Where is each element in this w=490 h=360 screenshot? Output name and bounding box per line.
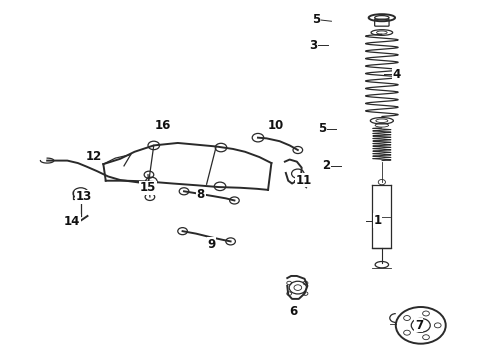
Text: 4: 4 [392, 68, 401, 81]
Text: 8: 8 [196, 188, 205, 201]
Text: 12: 12 [86, 149, 102, 162]
Text: 5: 5 [318, 122, 326, 135]
Text: 10: 10 [268, 119, 284, 132]
Text: 7: 7 [415, 319, 423, 332]
Text: 15: 15 [140, 181, 156, 194]
Text: 5: 5 [312, 13, 320, 26]
Text: 14: 14 [64, 215, 80, 228]
Text: 9: 9 [207, 238, 216, 251]
Text: 6: 6 [289, 305, 297, 318]
Text: 13: 13 [76, 190, 92, 203]
Text: 2: 2 [322, 159, 331, 172]
Text: 16: 16 [155, 119, 172, 132]
Text: 11: 11 [295, 174, 312, 186]
Text: 3: 3 [310, 39, 318, 52]
Text: 1: 1 [373, 214, 382, 227]
